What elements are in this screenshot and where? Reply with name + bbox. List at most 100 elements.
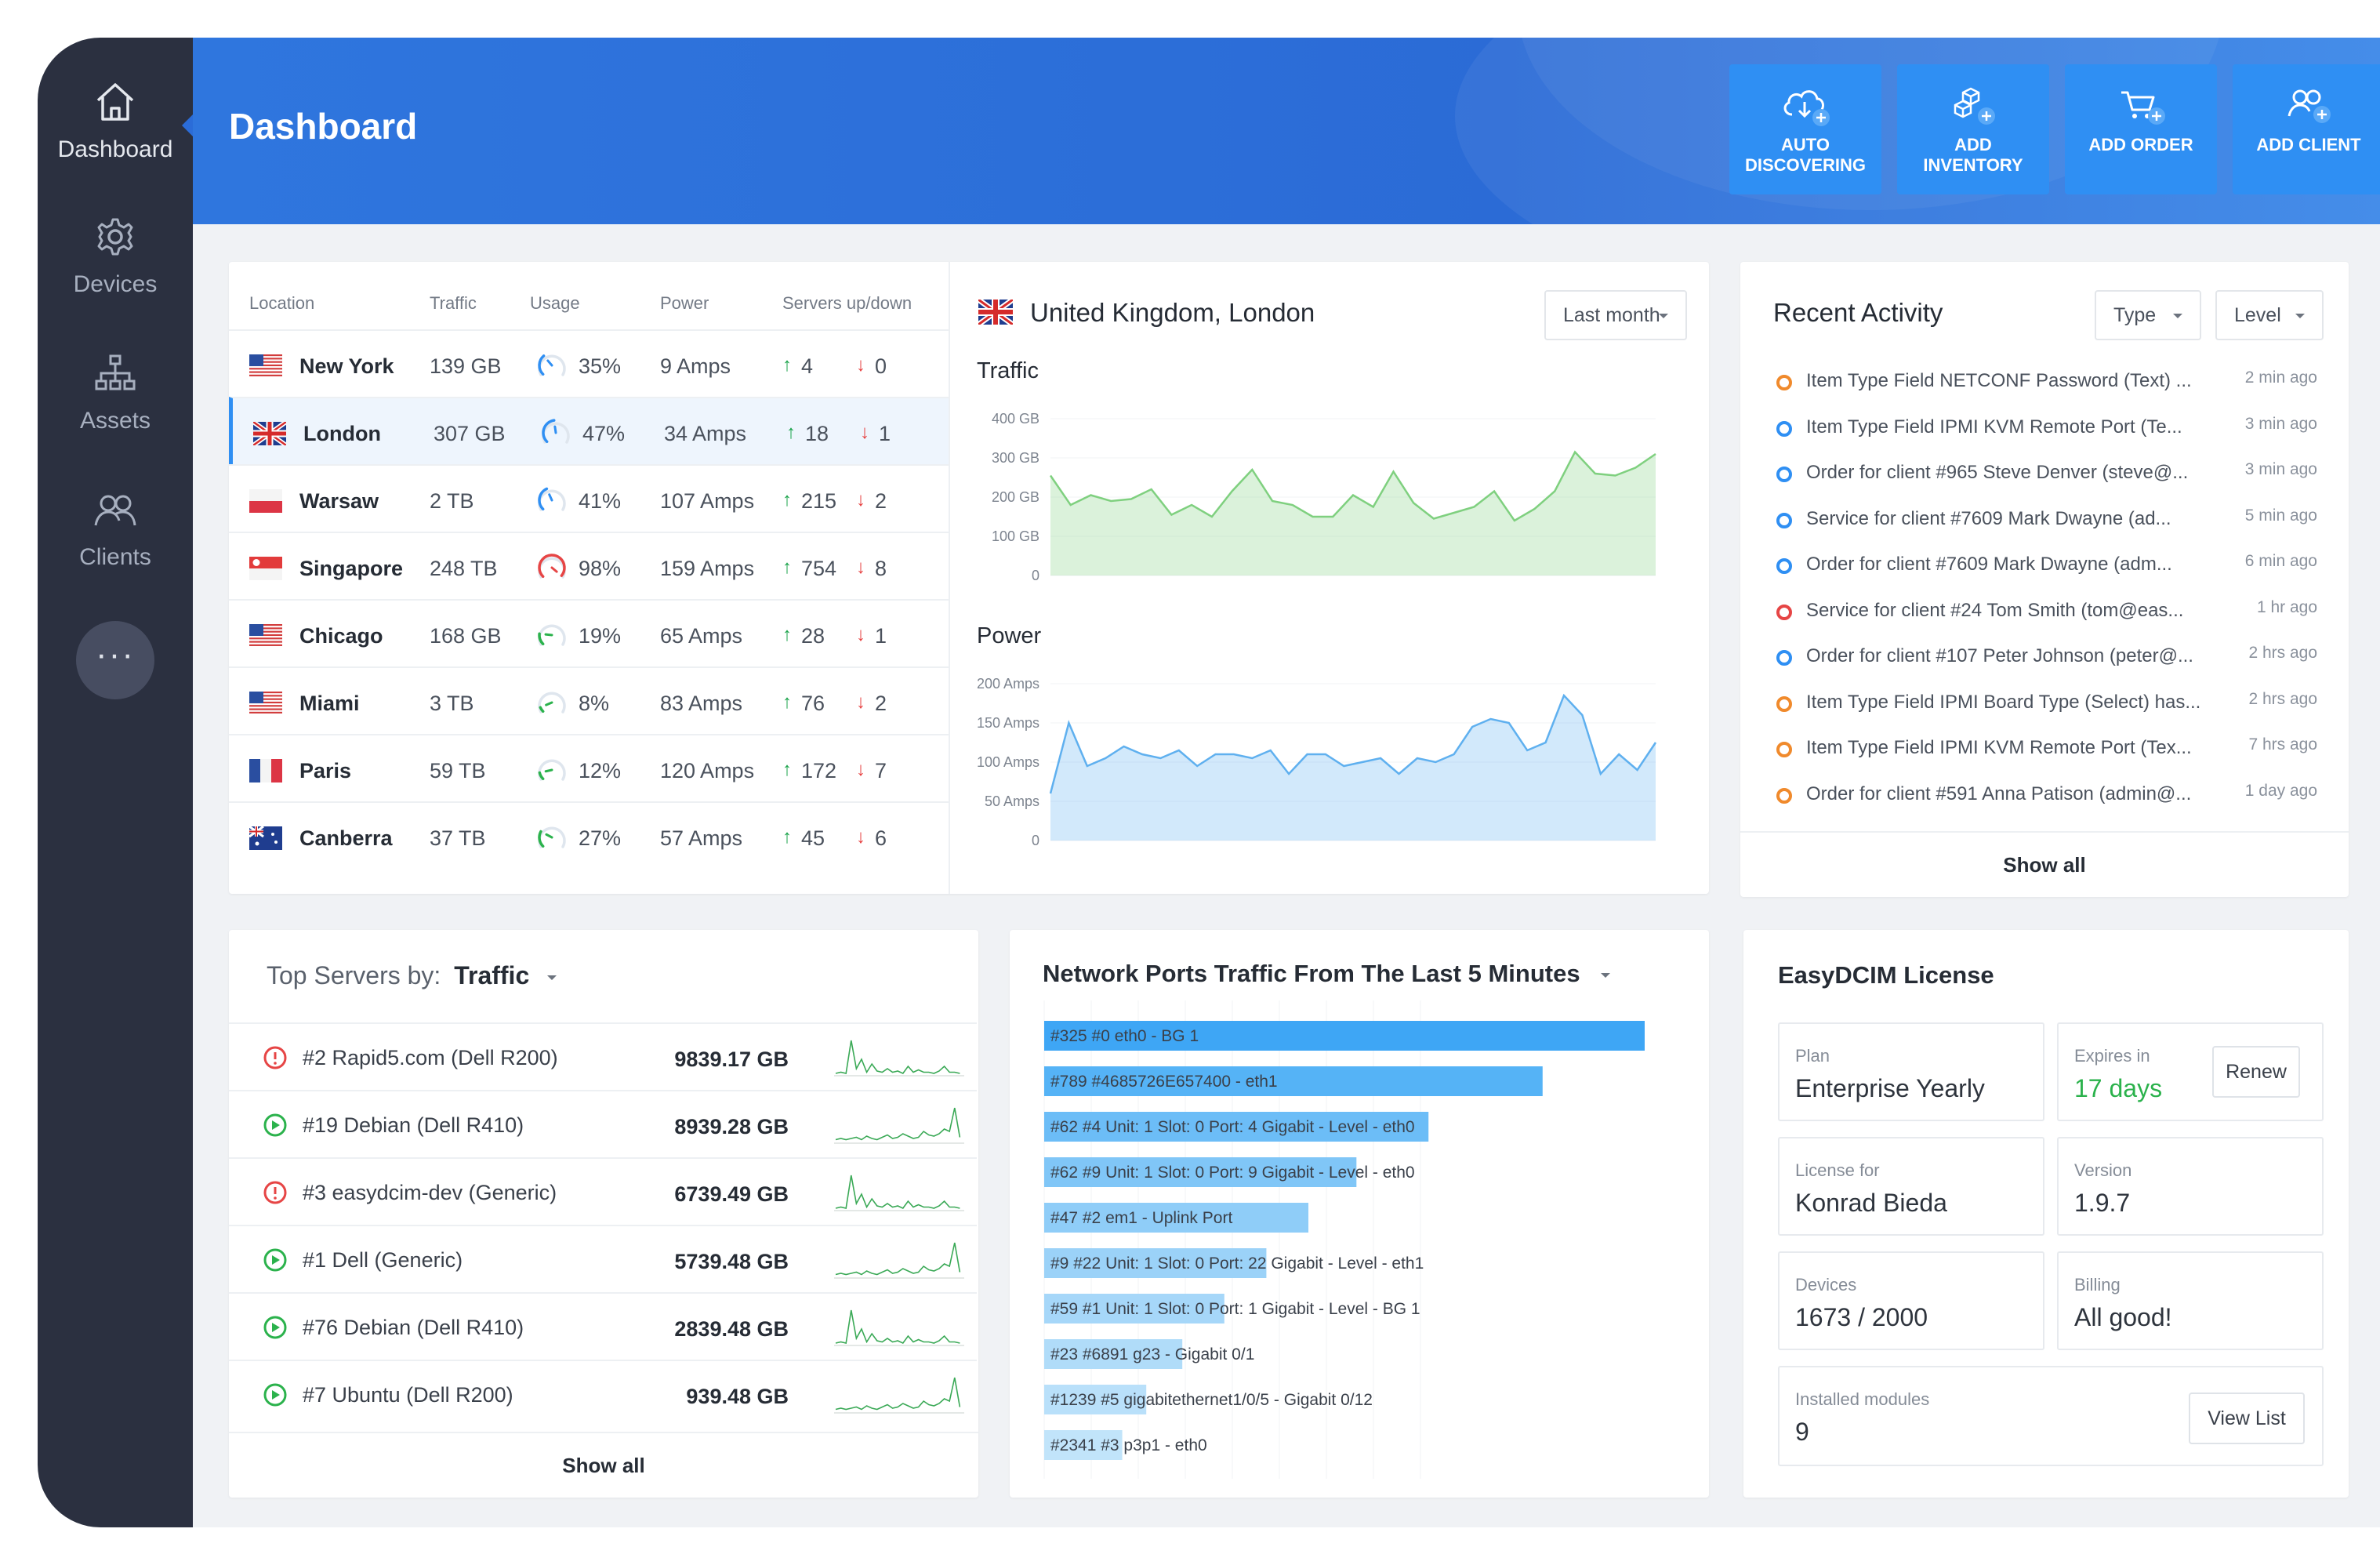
sidebar-item-clients[interactable]: Clients: [38, 486, 193, 571]
port-traffic-bar[interactable]: [1044, 1248, 1267, 1278]
port-traffic-bar[interactable]: [1044, 1430, 1123, 1460]
server-traffic: 6739.49 GB: [674, 1182, 789, 1206]
activity-time: 2 hrs ago: [2248, 689, 2317, 708]
server-name: #76 Debian (Dell R410): [303, 1316, 524, 1339]
level-filter-dropdown[interactable]: Level: [2215, 290, 2324, 340]
renew-button[interactable]: Renew: [2212, 1046, 2300, 1098]
period-value: Last month: [1563, 304, 1660, 326]
port-traffic-bar[interactable]: [1044, 1112, 1429, 1142]
port-label: #2341 #3 p3p1 - eth0: [1050, 1436, 1207, 1454]
traffic-value: 139 GB: [430, 354, 502, 378]
billing-box: Billing All good!: [2057, 1251, 2324, 1350]
activity-time: 1 hr ago: [2256, 597, 2317, 616]
auto-discovering-button[interactable]: AUTO DISCOVERING: [1729, 64, 1881, 194]
sidebar-item-dashboard[interactable]: Dashboard: [38, 78, 193, 163]
location-row[interactable]: Singapore 248 TB 98% 159 Amps ↑ 754 ↓ 8: [229, 532, 950, 599]
server-row[interactable]: #2 Rapid5.com (Dell R200) 9839.17 GB: [229, 1022, 977, 1090]
running-status-icon: [263, 1383, 287, 1407]
sidebar-item-label: Devices: [73, 271, 158, 297]
y-tick-label: 100 Amps: [977, 754, 1039, 770]
uk-flag-icon: [978, 300, 1013, 325]
cart-icon: [2121, 91, 2165, 125]
modules-label: Installed modules: [1795, 1389, 1930, 1409]
server-row[interactable]: #3 easydcim-dev (Generic) 6739.49 GB: [229, 1157, 977, 1225]
servers-up-count: 76: [801, 692, 825, 715]
activity-item[interactable]: Service for client #24 Tom Smith (tom@ea…: [1740, 592, 2349, 637]
status-dot-icon: [1776, 695, 1792, 712]
server-traffic: 2839.48 GB: [674, 1317, 789, 1341]
metric-dropdown[interactable]: Traffic: [454, 961, 530, 989]
billing-value: All good!: [2074, 1303, 2172, 1331]
server-row[interactable]: #76 Debian (Dell R410) 2839.48 GB: [229, 1292, 977, 1360]
chevron-down-icon[interactable]: [547, 975, 557, 980]
arrow-up-icon: ↑: [782, 557, 792, 578]
version-label: Version: [2074, 1160, 2132, 1180]
servers-down-count: 8: [875, 557, 887, 580]
servers-show-all-link[interactable]: Show all: [562, 1454, 645, 1477]
usage-value: 35%: [579, 354, 622, 378]
add-order-button[interactable]: ADD ORDER: [2065, 64, 2217, 194]
port-traffic-bar[interactable]: [1044, 1339, 1183, 1369]
activity-item[interactable]: Item Type Field IPMI KVM Remote Port (Te…: [1740, 729, 2349, 775]
cloud-download-icon: [1783, 90, 1830, 126]
server-row[interactable]: #7 Ubuntu (Dell R200) 939.48 GB: [229, 1360, 977, 1427]
usage-gauge-icon: [538, 487, 566, 511]
arrow-up-icon: ↑: [782, 354, 792, 376]
type-filter-dropdown[interactable]: Type: [2095, 290, 2201, 340]
traffic-chart: Traffic 400 GB 300 GB 200 GB 100 GB 0: [977, 358, 1656, 583]
activity-item[interactable]: Order for client #7609 Mark Dwayne (adm.…: [1740, 546, 2349, 591]
activity-item[interactable]: Item Type Field IPMI KVM Remote Port (Te…: [1740, 408, 2349, 454]
port-label: #47 #2 em1 - Uplink Port: [1050, 1209, 1232, 1227]
location-row[interactable]: Paris 59 TB 12% 120 Amps ↑ 172 ↓ 7: [229, 734, 950, 801]
activity-item[interactable]: Item Type Field NETCONF Password (Text) …: [1740, 362, 2349, 408]
port-traffic-bar[interactable]: [1044, 1385, 1147, 1414]
pl-flag-icon: [249, 489, 282, 513]
power-value: 65 Amps: [660, 624, 743, 648]
servers-down-count: 1: [879, 422, 891, 445]
activity-item[interactable]: Order for client #591 Anna Patison (admi…: [1740, 775, 2349, 821]
period-dropdown[interactable]: Last month: [1544, 290, 1687, 340]
server-row[interactable]: #19 Debian (Dell R410) 8939.28 GB: [229, 1090, 977, 1157]
view-list-button[interactable]: View List: [2189, 1393, 2305, 1444]
port-traffic-bar[interactable]: [1044, 1203, 1309, 1233]
traffic-sparkline: [834, 1377, 964, 1414]
location-row[interactable]: New York 139 GB 35% 9 Amps ↑ 4 ↓ 0: [229, 329, 950, 397]
cubes-icon: [1954, 87, 1995, 125]
usage-gauge-icon: [538, 354, 566, 376]
activity-show-all-link[interactable]: Show all: [2003, 853, 2086, 877]
chevron-down-icon[interactable]: [1601, 972, 1611, 978]
plan-box: Plan Enterprise Yearly: [1778, 1022, 2044, 1121]
location-row[interactable]: London 307 GB 47% 34 Amps ↑ 18 ↓ 1: [229, 397, 950, 464]
add-client-button[interactable]: ADD CLIENT: [2233, 64, 2380, 194]
traffic-sparkline: [834, 1107, 964, 1144]
server-row[interactable]: #1 Dell (Generic) 5739.48 GB: [229, 1225, 977, 1292]
servers-up-count: 28: [801, 624, 825, 648]
more-button[interactable]: ···: [76, 621, 154, 699]
y-tick-label: 50 Amps: [985, 793, 1039, 809]
column-header: Location: [249, 293, 315, 313]
port-traffic-bar[interactable]: [1044, 1294, 1224, 1324]
status-dot-icon: [1776, 420, 1792, 437]
usage-gauge-icon: [542, 419, 570, 444]
activity-time: 3 min ago: [2244, 414, 2317, 433]
location-row[interactable]: Chicago 168 GB 19% 65 Amps ↑ 28 ↓ 1: [229, 599, 950, 666]
location-row[interactable]: Canberra 37 TB 27% 57 Amps ↑ 45 ↓ 6: [229, 801, 950, 869]
traffic-value: 2 TB: [430, 489, 474, 513]
port-traffic-bar[interactable]: [1044, 1157, 1357, 1187]
location-row[interactable]: Warsaw 2 TB 41% 107 Amps ↑ 215 ↓ 2: [229, 464, 950, 532]
location-row[interactable]: Miami 3 TB 8% 83 Amps ↑ 76 ↓ 2: [229, 666, 950, 734]
activity-text: Order for client #7609 Mark Dwayne (adm.…: [1806, 554, 2172, 575]
devices-value: 1673 / 2000: [1795, 1303, 1928, 1331]
port-traffic-bar[interactable]: [1044, 1066, 1543, 1096]
add-inventory-button[interactable]: ADD INVENTORY: [1897, 64, 2049, 194]
users-add-icon: [2287, 89, 2331, 123]
sidebar-item-devices[interactable]: Devices: [38, 213, 193, 298]
servers-up-count: 754: [801, 557, 837, 580]
sidebar-item-assets[interactable]: Assets: [38, 350, 193, 434]
port-traffic-bar[interactable]: [1044, 1021, 1645, 1051]
activity-item[interactable]: Item Type Field IPMI Board Type (Select)…: [1740, 684, 2349, 729]
activity-item[interactable]: Service for client #7609 Mark Dwayne (ad…: [1740, 500, 2349, 546]
activity-item[interactable]: Order for client #965 Steve Denver (stev…: [1740, 454, 2349, 499]
activity-item[interactable]: Order for client #107 Peter Johnson (pet…: [1740, 637, 2349, 683]
button-label: ADD: [1954, 135, 1992, 154]
